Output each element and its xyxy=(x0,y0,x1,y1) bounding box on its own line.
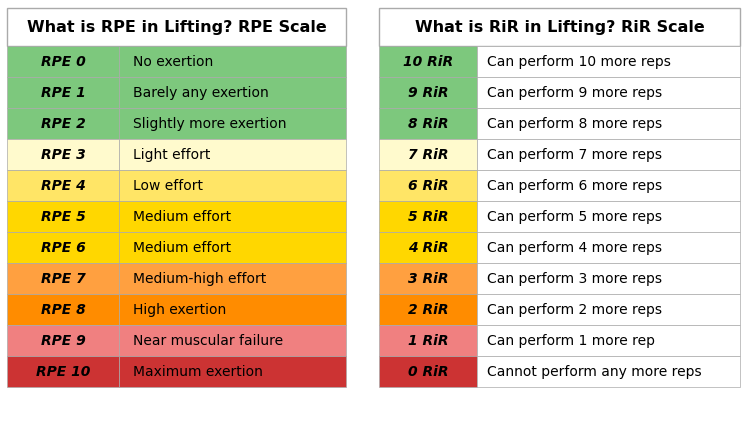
Text: RPE 8: RPE 8 xyxy=(41,303,86,316)
Text: RPE 2: RPE 2 xyxy=(41,117,86,131)
Text: Near muscular failure: Near muscular failure xyxy=(132,334,283,347)
Bar xyxy=(7,77,119,108)
Bar xyxy=(7,263,119,294)
Bar xyxy=(379,325,477,356)
Bar xyxy=(477,108,740,139)
Bar xyxy=(7,46,119,77)
Text: Medium-high effort: Medium-high effort xyxy=(132,272,266,286)
Text: 2 RiR: 2 RiR xyxy=(408,303,449,316)
Bar xyxy=(477,46,740,77)
Bar xyxy=(119,201,346,232)
Text: Low effort: Low effort xyxy=(132,179,203,193)
Bar xyxy=(119,325,346,356)
Bar xyxy=(119,356,346,387)
Text: 6 RiR: 6 RiR xyxy=(408,179,449,193)
Bar xyxy=(379,108,477,139)
Text: What is RPE in Lifting? RPE Scale: What is RPE in Lifting? RPE Scale xyxy=(27,20,327,35)
Text: 0 RiR: 0 RiR xyxy=(408,365,449,378)
Text: Cannot perform any more reps: Cannot perform any more reps xyxy=(487,365,702,378)
Text: 7 RiR: 7 RiR xyxy=(408,148,449,162)
Bar xyxy=(7,108,119,139)
Bar xyxy=(7,9,346,46)
Bar xyxy=(119,139,346,170)
Text: RPE 10: RPE 10 xyxy=(36,365,91,378)
Text: Slightly more exertion: Slightly more exertion xyxy=(132,117,286,131)
Text: RPE 7: RPE 7 xyxy=(41,272,86,286)
Text: Can perform 9 more reps: Can perform 9 more reps xyxy=(487,86,662,100)
Bar xyxy=(379,9,740,46)
Text: No exertion: No exertion xyxy=(132,55,213,69)
Text: Light effort: Light effort xyxy=(132,148,210,162)
Bar xyxy=(477,263,740,294)
Bar xyxy=(477,232,740,263)
Bar xyxy=(379,294,477,325)
Text: Medium effort: Medium effort xyxy=(132,241,231,255)
Bar xyxy=(379,232,477,263)
Bar xyxy=(477,325,740,356)
Bar xyxy=(477,77,740,108)
Text: Medium effort: Medium effort xyxy=(132,210,231,224)
Bar xyxy=(379,170,477,201)
Bar xyxy=(379,46,477,77)
Bar xyxy=(379,201,477,232)
Bar xyxy=(477,139,740,170)
Text: Can perform 10 more reps: Can perform 10 more reps xyxy=(487,55,671,69)
Bar xyxy=(7,294,119,325)
Text: RPE 9: RPE 9 xyxy=(41,334,86,347)
Text: RPE 1: RPE 1 xyxy=(41,86,86,100)
Text: 10 RiR: 10 RiR xyxy=(403,55,453,69)
Bar xyxy=(119,232,346,263)
Text: Can perform 4 more reps: Can perform 4 more reps xyxy=(487,241,662,255)
Bar xyxy=(7,170,119,201)
Bar xyxy=(477,294,740,325)
Text: Barely any exertion: Barely any exertion xyxy=(132,86,269,100)
Text: High exertion: High exertion xyxy=(132,303,226,316)
Bar xyxy=(477,170,740,201)
Text: RPE 3: RPE 3 xyxy=(41,148,86,162)
Bar xyxy=(7,356,119,387)
Text: RPE 0: RPE 0 xyxy=(41,55,86,69)
Text: Can perform 6 more reps: Can perform 6 more reps xyxy=(487,179,662,193)
Bar xyxy=(379,139,477,170)
Text: Can perform 7 more reps: Can perform 7 more reps xyxy=(487,148,662,162)
Text: Can perform 8 more reps: Can perform 8 more reps xyxy=(487,117,662,131)
Bar xyxy=(379,263,477,294)
Text: Can perform 3 more reps: Can perform 3 more reps xyxy=(487,272,662,286)
Bar xyxy=(477,356,740,387)
Text: 9 RiR: 9 RiR xyxy=(408,86,449,100)
Text: Can perform 1 more rep: Can perform 1 more rep xyxy=(487,334,655,347)
Text: Can perform 5 more reps: Can perform 5 more reps xyxy=(487,210,662,224)
Text: 5 RiR: 5 RiR xyxy=(408,210,449,224)
Bar xyxy=(379,77,477,108)
Bar xyxy=(119,46,346,77)
Text: What is RiR in Lifting? RiR Scale: What is RiR in Lifting? RiR Scale xyxy=(415,20,705,35)
Text: 8 RiR: 8 RiR xyxy=(408,117,449,131)
Bar xyxy=(7,232,119,263)
Bar xyxy=(7,139,119,170)
Bar xyxy=(119,294,346,325)
Bar xyxy=(7,325,119,356)
Bar xyxy=(119,77,346,108)
Bar xyxy=(7,201,119,232)
Bar xyxy=(119,108,346,139)
Text: Can perform 2 more reps: Can perform 2 more reps xyxy=(487,303,662,316)
Text: RPE 6: RPE 6 xyxy=(41,241,86,255)
Text: RPE 5: RPE 5 xyxy=(41,210,86,224)
Text: 3 RiR: 3 RiR xyxy=(408,272,449,286)
Bar xyxy=(119,263,346,294)
Text: Maximum exertion: Maximum exertion xyxy=(132,365,263,378)
Text: RPE 4: RPE 4 xyxy=(41,179,86,193)
Bar xyxy=(379,356,477,387)
Text: 1 RiR: 1 RiR xyxy=(408,334,449,347)
Bar xyxy=(477,201,740,232)
Bar xyxy=(119,170,346,201)
Text: 4 RiR: 4 RiR xyxy=(408,241,449,255)
